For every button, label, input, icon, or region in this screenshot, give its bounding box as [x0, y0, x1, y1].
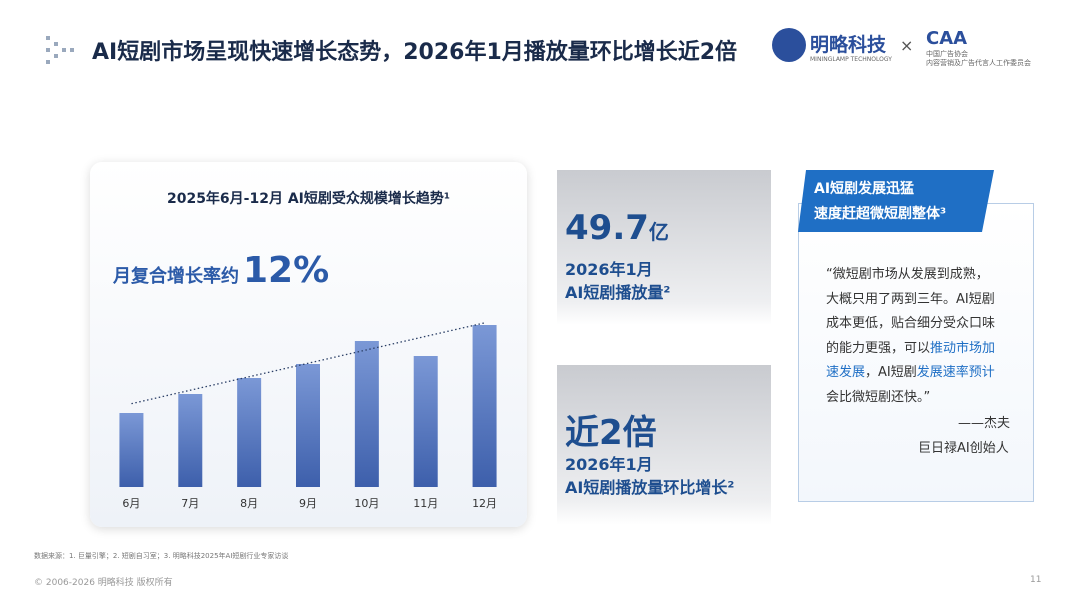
- quote-segment: “微短剧市场从发展到成熟，: [826, 267, 989, 282]
- bar: [178, 394, 203, 487]
- x-tick-label: 6月: [122, 497, 140, 510]
- x-tick-label: 9月: [299, 497, 317, 510]
- partner-sub2: 内容营销及广告代言人工作委员会: [926, 59, 1031, 67]
- quote-line: 会比微短剧还快。”: [826, 386, 995, 411]
- bar: [354, 341, 379, 487]
- quote-segment: 发展速率预计: [916, 365, 995, 381]
- copyright: © 2006-2026 明略科技 版权所有: [34, 578, 173, 588]
- stat-line: 2026年1月: [565, 260, 653, 279]
- x-tick-label: 7月: [181, 497, 199, 510]
- slide-title: AI短剧市场呈现快速增长态势，2026年1月播放量环比增长近2倍: [92, 40, 738, 65]
- cagr: 月复合增长率约 12%: [113, 250, 329, 291]
- separator: ×: [900, 36, 914, 55]
- stat-value-row: 49.7亿: [565, 208, 669, 248]
- page-number: 11: [1030, 575, 1042, 585]
- trendline: [131, 322, 485, 405]
- bar: [296, 364, 320, 487]
- cagr-label: 月复合增长率约: [113, 266, 239, 287]
- x-tick-label: 12月: [472, 497, 497, 510]
- stat-line: AI短剧播放量环比增长²: [565, 478, 735, 497]
- chart-title: 2025年6月-12月 AI短剧受众规模增长趋势¹: [166, 191, 451, 207]
- partner: CAA: [926, 28, 968, 49]
- quote-segment: 推动市场加: [930, 340, 996, 356]
- quote-segment: 的能力更强，可以: [826, 340, 931, 356]
- stat-unit: 亿: [648, 220, 669, 244]
- title-icon: [46, 36, 74, 64]
- bar: [472, 325, 497, 487]
- logo-mark: [772, 28, 806, 62]
- bar: [119, 413, 144, 487]
- bar: [237, 378, 262, 487]
- x-tick-label: 10月: [354, 497, 379, 510]
- quote-segment: 大概只用了两到三年。AI短剧: [826, 291, 995, 307]
- stat-value: 近2倍: [565, 413, 657, 453]
- x-tick-label: 11月: [413, 497, 438, 510]
- quote-line: 的能力更强，可以推动市场加: [826, 337, 995, 362]
- quote-segment: 速发展: [826, 365, 866, 381]
- banner-shape: [798, 170, 994, 232]
- quote-line: “微短剧市场从发展到成熟，: [826, 263, 995, 288]
- quote-line: 大概只用了两到三年。AI短剧: [826, 288, 995, 313]
- quote-author: ——杰夫: [958, 416, 1011, 431]
- quote-line: 速发展，AI短剧发展速率预计: [826, 361, 995, 386]
- stat-line: 2026年1月: [565, 455, 653, 474]
- logo-sub: MININGLAMP TECHNOLOGY: [810, 56, 892, 63]
- source: 数据来源：1. 巨量引擎；2. 短剧自习室；3. 明略科技2025年AI短剧行业…: [34, 552, 289, 560]
- stat-card: 49.7亿 2026年1月 AI短剧播放量²: [557, 170, 771, 325]
- partner-sub: 中国广告协会: [926, 50, 968, 58]
- banner-text: AI短剧发展迅猛: [814, 181, 915, 197]
- banner-text: 速度赶超微短剧整体³: [814, 206, 947, 222]
- cagr-value: 12%: [243, 250, 330, 291]
- quote-segment: 会比微短剧还快。”: [826, 389, 931, 405]
- stat-value: 49.7: [565, 208, 649, 248]
- quote-line: 成本更低，贴合细分受众口味: [826, 312, 995, 337]
- stat-line: AI短剧播放量²: [565, 283, 671, 302]
- logo-text: 明略科技: [810, 34, 887, 56]
- bar: [413, 356, 438, 487]
- x-tick-label: 8月: [240, 497, 258, 510]
- quote-segment: ，AI短剧: [865, 365, 917, 381]
- quote-text: “微短剧市场从发展到成熟， 大概只用了两到三年。AI短剧 成本更低，贴合细分受众口味…: [826, 263, 995, 411]
- quote-role: 巨日禄AI创始人: [918, 441, 1009, 456]
- quote-segment: 成本更低，贴合细分受众口味: [826, 316, 996, 332]
- stat-card: 近2倍 2026年1月 AI短剧播放量环比增长²: [557, 365, 771, 525]
- quote-box: [798, 203, 1034, 502]
